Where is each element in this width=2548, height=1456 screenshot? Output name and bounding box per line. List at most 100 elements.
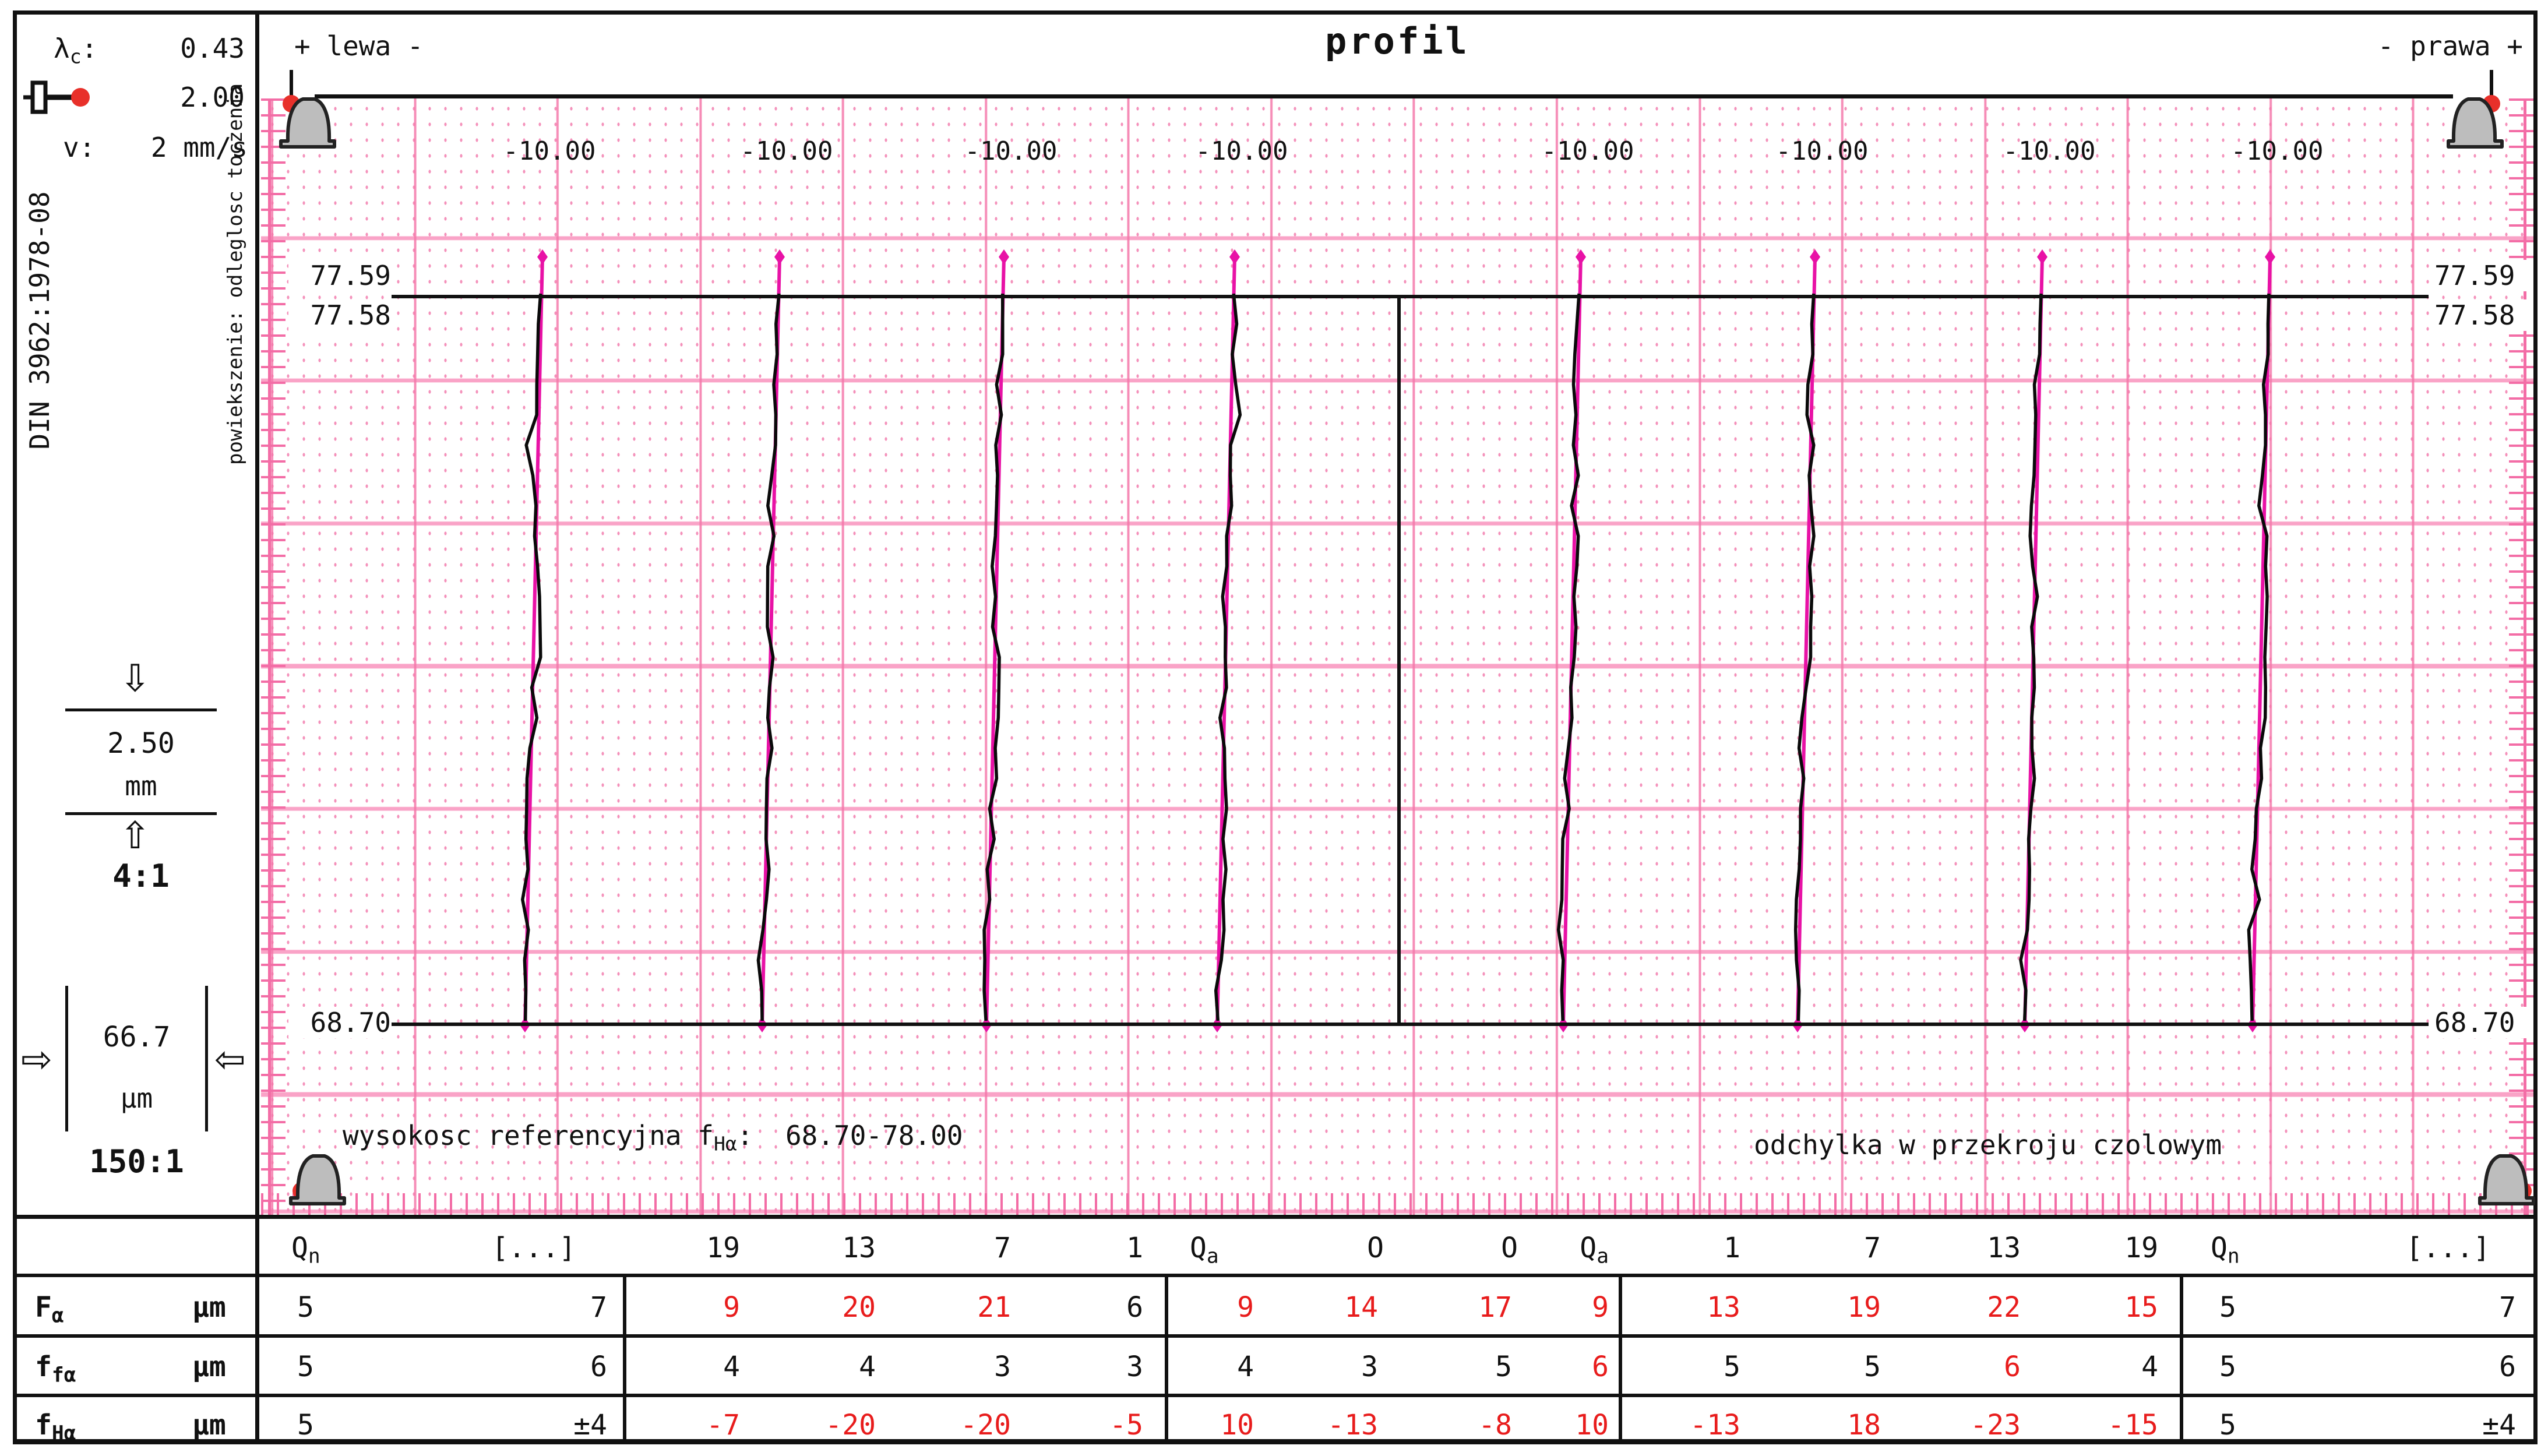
scale-bar [65,708,217,711]
table-header: 1 [1724,1232,1740,1264]
table-value: 6 [1126,1291,1143,1324]
page-title: profil [1325,20,1469,62]
table-value: 6 [590,1351,607,1383]
table-header: 1 [1126,1232,1143,1264]
table-value: 17 [1478,1291,1512,1324]
table-value: ±4 [573,1409,607,1441]
table-value: 3 [1126,1351,1143,1383]
center-divider-line [1397,297,1401,1025]
table-header: Qa [1580,1232,1609,1268]
arrow-left-icon: ⇦ [214,1038,246,1081]
table-value: 5 [2219,1291,2236,1324]
table-value: 20 [842,1291,876,1324]
table-value: 3 [1361,1351,1378,1383]
row-label: ffα µm [35,1351,226,1387]
table-value: -5 [1109,1409,1143,1441]
slope-label: -10.00 [1541,136,1634,166]
table-col-divider [2180,1274,2183,1442]
arrow-down-icon: ⇩ [119,657,151,700]
lower-reference-line [392,1023,2429,1026]
table-value: -8 [1478,1409,1512,1441]
lower-ref-label-left: 68.70 [288,1007,394,1038]
table-header: 19 [706,1232,740,1264]
row-label: Fα µm [35,1291,226,1328]
slope-label: -10.00 [2003,136,2096,166]
table-top-line [13,1215,2538,1219]
table-value: 9 [1237,1291,1254,1324]
slope-label: -10.00 [964,136,1058,166]
table-value: 22 [1987,1291,2021,1324]
table-col-divider [623,1274,626,1442]
direction-left-label: + lewa - [294,30,424,62]
slope-label: -10.00 [740,136,833,166]
table-header: 13 [842,1232,876,1264]
arrow-up-icon: ⇧ [119,815,151,858]
table-row-separator [13,1334,2538,1338]
table-value: 6 [2499,1351,2516,1383]
rolling-distance-note: powiekszenie: odleglosc toczenia [224,83,247,465]
upper-ref-label-right-a: 77.59 [2431,260,2537,291]
table-header: 19 [2124,1232,2158,1264]
frame-bottom [13,1439,2538,1444]
table-value: -15 [2108,1409,2158,1441]
table-header: 7 [994,1232,1011,1264]
x-span-unit: mm [125,770,157,802]
table-header: O [1501,1232,1518,1264]
y-scale-ratio: 150:1 [89,1143,184,1180]
scale-bar [65,812,217,815]
table-value: 5 [1495,1351,1512,1383]
slope-label: -10.00 [1775,136,1869,166]
upper-ref-label-left-a: 77.59 [288,260,394,291]
frame-right [2533,10,2538,1444]
lambda-value: 0.43 [180,33,245,64]
table-value: 9 [723,1291,740,1324]
table-value: 14 [1344,1291,1378,1324]
slope-label: -10.00 [1195,136,1288,166]
slope-label: -10.00 [2230,136,2324,166]
table-value: -7 [706,1409,740,1441]
arrow-right-icon: ⇨ [21,1038,52,1081]
table-header: Qn [291,1232,320,1268]
table-header: Qn [2211,1232,2240,1268]
direction-right-label: - prawa + [2377,30,2523,62]
probe-icon-top-left [279,70,336,149]
left-ruler-band [261,98,286,1215]
probe-icon-bottom-right [2478,1154,2535,1205]
table-header: Qa [1190,1232,1219,1268]
reference-height-note: wysokosc referencyjna fHα: 68.70-78.00 [343,1120,963,1155]
speed-value: 2 mm/s [150,132,248,163]
frame-top [13,10,2538,15]
table-value: 21 [977,1291,1011,1324]
slope-label: -10.00 [503,136,596,166]
table-value: 18 [1847,1409,1881,1441]
panel-chart-divider [255,10,259,1439]
lower-ref-label-right: 68.70 [2431,1007,2537,1038]
table-col-divider [1165,1274,1168,1442]
table-value: 15 [2124,1291,2158,1324]
table-value: ±4 [2482,1409,2516,1441]
scale-bar-vertical [205,986,208,1131]
bottom-ruler-band [261,1193,2533,1215]
table-value: 5 [2219,1351,2236,1383]
table-value: 7 [590,1291,607,1324]
table-value: 5 [1724,1351,1740,1383]
table-value: -20 [825,1409,876,1441]
table-value: 9 [1592,1291,1609,1324]
table-header: [...] [491,1232,576,1264]
table-value: 13 [1707,1291,1740,1324]
table-col-divider [1619,1274,1622,1442]
probe-icon-top-right [2447,70,2504,149]
table-value: 6 [1592,1351,1609,1383]
scale-bar-vertical [65,986,68,1131]
table-header: 13 [1987,1232,2021,1264]
table-value: 10 [1575,1409,1609,1441]
probe-tip-value: 2.00 [180,82,245,113]
table-value: 4 [723,1351,740,1383]
table-value: 5 [1864,1351,1881,1383]
table-row-separator [13,1394,2538,1397]
table-value: -23 [1970,1409,2021,1441]
chart-top-line [315,94,2453,98]
table-value: 6 [2004,1351,2021,1383]
standard-label: DIN 3962:1978-08 [24,191,55,450]
